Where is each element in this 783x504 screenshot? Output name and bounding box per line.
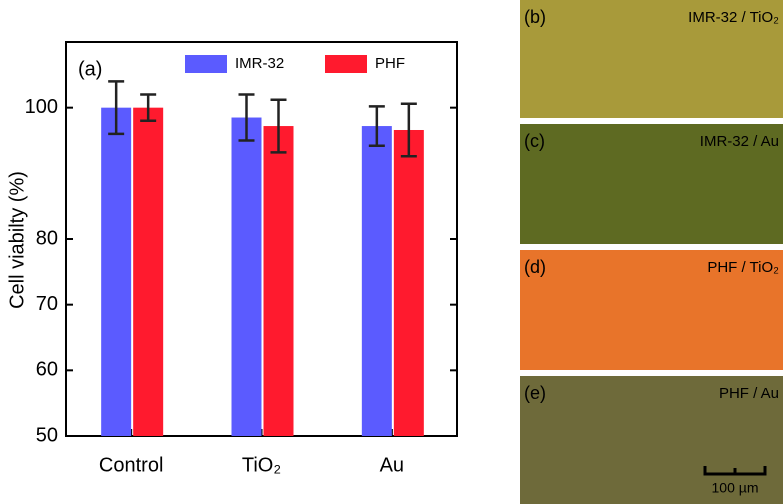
error-bar xyxy=(140,93,157,123)
x-tick-label: TiO₂ xyxy=(242,454,281,476)
bar xyxy=(361,126,392,436)
scale-bar xyxy=(703,466,767,476)
micrograph-texture xyxy=(520,250,783,370)
image-label: (e) xyxy=(524,383,546,403)
y-tick-label: 70 xyxy=(36,293,58,315)
bar xyxy=(393,129,424,436)
bar xyxy=(263,126,294,436)
error-bar xyxy=(400,102,417,158)
y-tick-label: 60 xyxy=(36,359,58,381)
bar xyxy=(133,107,164,437)
x-tick-label: Control xyxy=(99,454,163,476)
micrograph-texture xyxy=(520,124,783,244)
legend-label: IMR-32 xyxy=(235,55,284,72)
error-bar xyxy=(108,80,125,136)
bar xyxy=(231,117,262,437)
micrograph-texture xyxy=(520,376,783,504)
y-tick-label: 100 xyxy=(25,96,58,118)
micrograph-texture xyxy=(520,0,783,118)
legend-swatch xyxy=(185,55,227,73)
y-axis-label: Cell viabilty (%) xyxy=(6,171,28,309)
bar xyxy=(101,107,132,437)
image-caption: PHF / Au xyxy=(719,385,779,402)
error-bar xyxy=(368,105,385,148)
image-caption: IMR-32 / Au xyxy=(700,133,779,150)
image-label: (b) xyxy=(524,7,546,27)
error-bar xyxy=(238,93,255,142)
image-label: (c) xyxy=(524,131,545,151)
image-caption: IMR-32 / TiO₂ xyxy=(688,9,779,26)
y-tick-label: 50 xyxy=(36,424,58,446)
y-tick-label: 80 xyxy=(36,227,58,249)
scale-bar-label: 100 µm xyxy=(712,480,759,496)
error-bar xyxy=(270,98,287,154)
image-caption: PHF / TiO₂ xyxy=(707,259,779,276)
legend-label: PHF xyxy=(375,55,405,72)
x-tick-label: Au xyxy=(380,454,404,476)
image-label: (d) xyxy=(524,257,546,277)
panel-label: (a) xyxy=(78,58,102,80)
legend-swatch xyxy=(325,55,367,73)
